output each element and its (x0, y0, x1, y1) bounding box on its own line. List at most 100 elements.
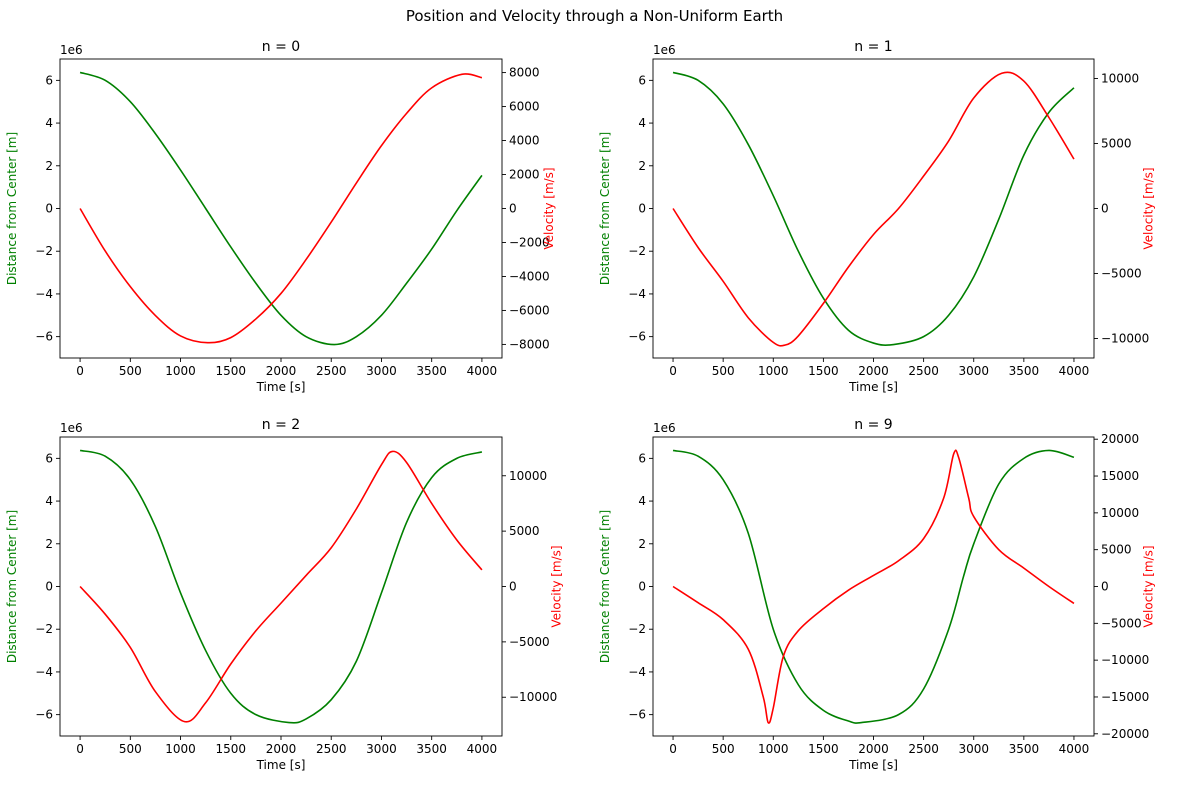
x-tick-label: 500 (712, 364, 735, 378)
x-tick-label: 2000 (858, 364, 889, 378)
x-tick-label: 2500 (908, 742, 939, 756)
y-right-tick-label: −15000 (1101, 690, 1149, 704)
x-tick-label: 500 (119, 742, 142, 756)
y-right-tick-label: −2000 (509, 235, 550, 249)
y-right-tick-label: 0 (1101, 202, 1109, 216)
y-right-tick-label: 0 (509, 202, 517, 216)
y-right-tick-label: 10000 (509, 469, 547, 483)
x-tick-label: 3000 (958, 364, 989, 378)
x-tick-label: 2500 (316, 364, 347, 378)
y-left-tick-label: 6 (45, 73, 53, 87)
panel-title: n = 2 (262, 417, 300, 433)
y-left-tick-label: 4 (638, 116, 646, 130)
x-tick-label: 2000 (266, 742, 297, 756)
y-right-tick-label: −10000 (509, 690, 557, 704)
x-tick-label: 4000 (467, 742, 498, 756)
x-tick-label: 3000 (366, 364, 397, 378)
panel-title: n = 1 (854, 39, 892, 55)
y-left-tick-label: 0 (45, 202, 53, 216)
y-right-tick-label: 4000 (509, 134, 540, 148)
x-tick-label: 1500 (808, 364, 839, 378)
distance-line (672, 449, 1075, 724)
plot-frame (652, 436, 1095, 737)
y-left-offset-label: 1e6 (653, 421, 676, 435)
y-left-tick-label: 0 (638, 580, 646, 594)
y-left-tick-label: −2 (35, 622, 53, 636)
y-right-axis-label: Velocity [m/s] (1141, 167, 1155, 249)
y-left-tick-label: 2 (45, 159, 53, 173)
x-tick-label: 3500 (1009, 364, 1040, 378)
x-axis-label: Time [s] (256, 380, 306, 394)
y-left-tick-label: 6 (45, 451, 53, 465)
x-tick-label: 1500 (215, 364, 246, 378)
velocity-line (672, 449, 1075, 724)
plot-frame (652, 58, 1095, 359)
x-tick-label: 0 (76, 742, 84, 756)
distance-line (672, 71, 1075, 346)
y-left-tick-label: 2 (638, 159, 646, 173)
y-left-tick-label: −4 (628, 665, 646, 679)
y-left-tick-label: 4 (45, 494, 53, 508)
y-left-offset-label: 1e6 (60, 43, 83, 57)
y-left-tick-label: 0 (45, 580, 53, 594)
x-tick-label: 2000 (266, 364, 297, 378)
x-tick-label: 1000 (758, 364, 789, 378)
y-left-tick-label: 6 (638, 73, 646, 87)
y-left-tick-label: −6 (628, 708, 646, 722)
y-right-tick-label: −10000 (1101, 332, 1149, 346)
chart-panel-1: 0 500 1000 1500 2000 2500 3000 3500 4000 Time [s]… (5, 39, 556, 394)
x-axis-label: Time [s] (256, 758, 306, 772)
x-tick-label: 1500 (215, 742, 246, 756)
y-left-tick-label: −2 (35, 244, 53, 258)
x-tick-label: 2000 (858, 742, 889, 756)
x-tick-label: 1500 (808, 742, 839, 756)
y-left-axis-label: Distance from Center [m] (5, 510, 19, 663)
x-axis-label: Time [s] (848, 380, 898, 394)
y-left-tick-label: −6 (35, 330, 53, 344)
figure-title: Position and Velocity through a Non-Unif… (405, 7, 784, 25)
y-right-axis-label: Velocity [m/s] (1141, 545, 1155, 627)
x-tick-label: 1000 (758, 742, 789, 756)
panel-title: n = 0 (262, 39, 300, 55)
y-left-tick-label: −6 (628, 330, 646, 344)
y-left-tick-label: −4 (35, 287, 53, 301)
velocity-line (79, 450, 483, 723)
y-right-tick-label: 8000 (509, 66, 540, 80)
x-tick-label: 4000 (1059, 742, 1090, 756)
y-right-tick-label: 2000 (509, 168, 540, 182)
y-right-tick-label: −5000 (1101, 616, 1142, 630)
velocity-line (79, 73, 483, 344)
y-right-tick-label: 10000 (1101, 72, 1139, 86)
plot-frame (59, 436, 503, 737)
distance-line (79, 449, 483, 724)
x-tick-label: 0 (669, 364, 677, 378)
y-left-tick-label: 2 (45, 537, 53, 551)
y-left-tick-label: 2 (638, 537, 646, 551)
y-left-tick-label: −2 (628, 622, 646, 636)
x-tick-label: 3500 (1009, 742, 1040, 756)
y-left-tick-label: 6 (638, 451, 646, 465)
y-left-tick-label: 0 (638, 202, 646, 216)
y-right-tick-label: 5000 (1101, 137, 1132, 151)
y-right-tick-label: −5000 (1101, 267, 1142, 281)
y-left-tick-label: −4 (628, 287, 646, 301)
panel-title: n = 9 (854, 417, 892, 433)
y-right-tick-label: −4000 (509, 269, 550, 283)
chart-panel-4: 0 500 1000 1500 2000 2500 3000 3500 4000 Time [s]… (598, 417, 1155, 772)
x-tick-label: 0 (76, 364, 84, 378)
y-left-offset-label: 1e6 (60, 421, 83, 435)
y-left-tick-label: 4 (45, 116, 53, 130)
x-tick-label: 0 (669, 742, 677, 756)
y-left-tick-label: −2 (628, 244, 646, 258)
chart-panel-2: 0 500 1000 1500 2000 2500 3000 3500 4000 Time [s]… (598, 39, 1155, 394)
x-tick-label: 1000 (165, 742, 196, 756)
y-left-tick-label: −6 (35, 708, 53, 722)
y-right-axis-label: Velocity [m/s] (542, 167, 556, 249)
x-tick-label: 4000 (1059, 364, 1090, 378)
y-right-tick-label: 10000 (1101, 506, 1139, 520)
y-right-tick-label: −5000 (509, 635, 550, 649)
y-right-tick-label: 5000 (1101, 543, 1132, 557)
x-axis-label: Time [s] (848, 758, 898, 772)
y-right-tick-label: −20000 (1101, 727, 1149, 741)
